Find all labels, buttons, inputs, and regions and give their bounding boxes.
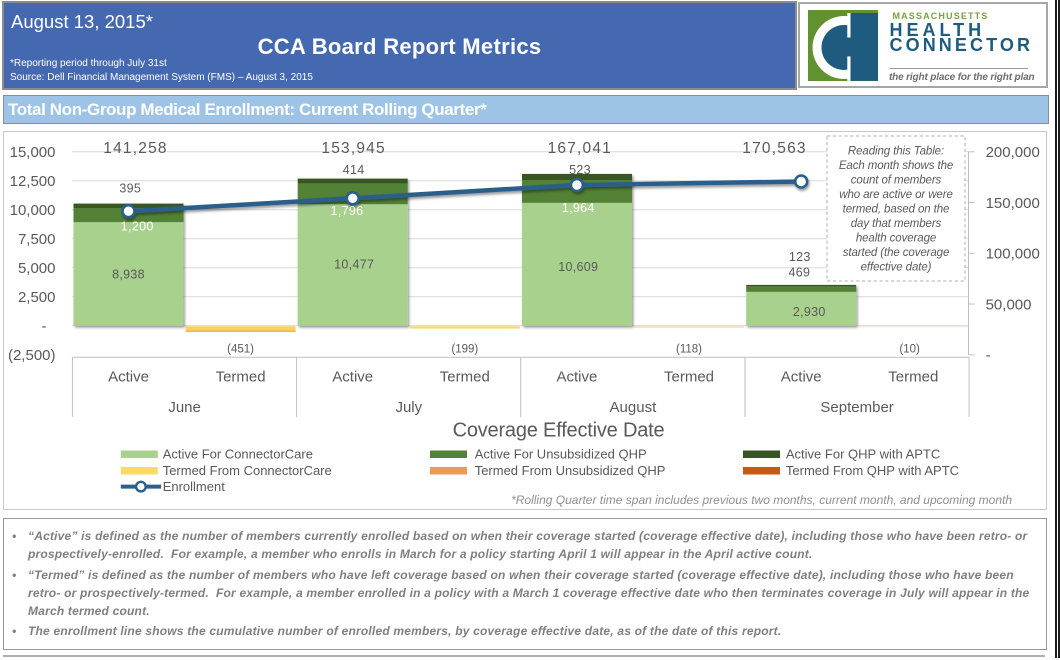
svg-text:termed, based on the: termed, based on the — [843, 204, 950, 216]
svg-text:141,258: 141,258 — [103, 140, 167, 157]
svg-text:7,500: 7,500 — [18, 231, 56, 248]
svg-text:Termed From QHP with APTC: Termed From QHP with APTC — [786, 463, 959, 478]
svg-text:Termed From Unsubsidized QHP: Termed From Unsubsidized QHP — [475, 463, 666, 478]
svg-text:(2,500): (2,500) — [8, 347, 56, 364]
svg-text:167,041: 167,041 — [548, 140, 612, 157]
svg-text:September: September — [820, 399, 893, 416]
svg-text:Active For ConnectorCare: Active For ConnectorCare — [163, 447, 313, 462]
svg-text:Active: Active — [781, 369, 822, 386]
svg-text:5,000: 5,000 — [18, 260, 56, 277]
svg-text:469: 469 — [789, 266, 811, 280]
svg-text:health coverage: health coverage — [856, 233, 936, 245]
svg-text:July: July — [395, 399, 422, 416]
svg-text:1,964: 1,964 — [562, 201, 595, 215]
svg-text:count of members: count of members — [851, 175, 942, 187]
svg-text:Active: Active — [556, 369, 597, 386]
svg-text:2,500: 2,500 — [18, 289, 56, 306]
svg-text:150,000: 150,000 — [986, 195, 1040, 212]
svg-text:day that members: day that members — [851, 218, 942, 230]
svg-text:12,500: 12,500 — [10, 173, 56, 190]
svg-text:Reading this Table:: Reading this Table: — [848, 146, 944, 158]
svg-text:Active For QHP with APTC: Active For QHP with APTC — [786, 447, 940, 462]
svg-text:153,945: 153,945 — [321, 140, 385, 157]
svg-text:(10): (10) — [899, 343, 920, 355]
svg-text:10,000: 10,000 — [10, 202, 56, 219]
svg-text:(118): (118) — [676, 343, 702, 355]
svg-text:Termed: Termed — [888, 369, 938, 386]
svg-text:Each month shows the: Each month shows the — [839, 160, 953, 172]
svg-text:-: - — [986, 347, 991, 364]
svg-text:8,938: 8,938 — [112, 268, 145, 282]
svg-text:523: 523 — [569, 163, 591, 177]
svg-text:Termed: Termed — [216, 369, 266, 386]
svg-text:10,477: 10,477 — [334, 258, 374, 272]
svg-text:200,000: 200,000 — [986, 144, 1040, 161]
svg-text:-: - — [42, 318, 47, 335]
svg-text:50,000: 50,000 — [986, 296, 1032, 313]
svg-text:(451): (451) — [227, 343, 254, 355]
svg-text:395: 395 — [119, 182, 141, 196]
svg-text:Active: Active — [332, 369, 373, 386]
svg-text:Termed: Termed — [440, 369, 490, 386]
svg-text:Enrollment: Enrollment — [163, 479, 226, 494]
svg-text:Coverage Effective Date: Coverage Effective Date — [453, 420, 665, 442]
svg-text:started (the coverage: started (the coverage — [843, 247, 950, 259]
svg-text:2,930: 2,930 — [793, 305, 826, 319]
svg-text:1,796: 1,796 — [331, 204, 364, 218]
svg-text:*Rolling Quarter time span inc: *Rolling Quarter time span includes prev… — [511, 493, 1012, 507]
svg-text:123: 123 — [789, 250, 811, 264]
svg-text:1,200: 1,200 — [121, 219, 154, 233]
svg-text:August: August — [610, 399, 658, 416]
svg-text:Termed: Termed — [664, 369, 714, 386]
svg-text:100,000: 100,000 — [986, 246, 1040, 263]
svg-text:Active: Active — [108, 369, 149, 386]
svg-text:effective date): effective date) — [861, 262, 932, 274]
svg-text:June: June — [168, 399, 201, 416]
svg-text:170,563: 170,563 — [742, 140, 806, 157]
svg-text:(199): (199) — [451, 343, 478, 355]
svg-text:10,609: 10,609 — [558, 260, 598, 274]
svg-text:who are active or were: who are active or were — [839, 189, 953, 201]
svg-text:15,000: 15,000 — [10, 144, 56, 161]
svg-text:Termed From ConnectorCare: Termed From ConnectorCare — [163, 463, 332, 478]
svg-text:Active For Unsubsidized QHP: Active For Unsubsidized QHP — [475, 447, 647, 462]
svg-text:414: 414 — [343, 163, 365, 177]
